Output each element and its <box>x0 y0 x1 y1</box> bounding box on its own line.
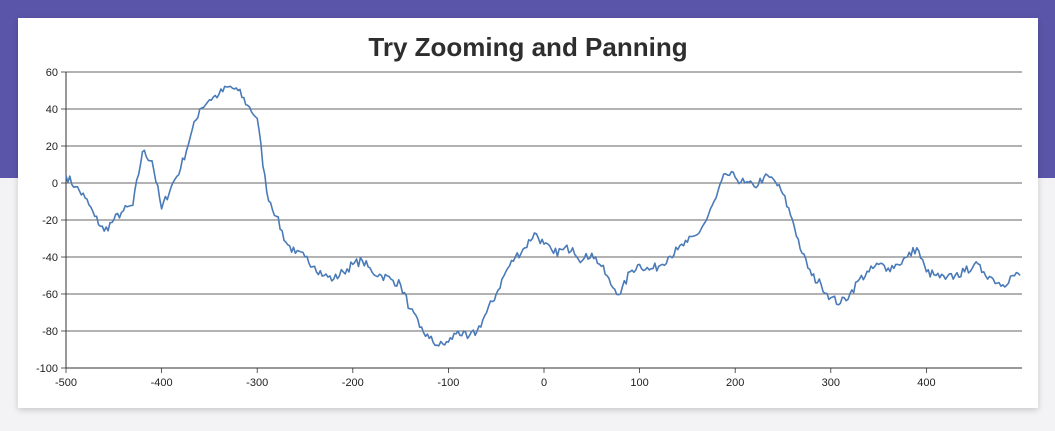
x-tick-label: -400 <box>151 377 173 389</box>
line-chart[interactable]: Try Zooming and Panning -100 -80 -60 -40 -20… <box>18 18 1038 408</box>
y-tick-label: 20 <box>46 141 58 153</box>
y-tick-label: -60 <box>42 289 58 301</box>
y-tick-label: -80 <box>42 326 58 338</box>
x-tick-label: -100 <box>437 377 459 389</box>
x-tick-label: 200 <box>726 377 744 389</box>
x-tick-label: -300 <box>246 377 268 389</box>
chart-card[interactable]: Try Zooming and Panning -100 -80 -60 -40 -20… <box>18 18 1038 408</box>
chart-title: Try Zooming and Panning <box>368 32 687 62</box>
y-tick-label: -100 <box>36 363 58 375</box>
x-tick-label: 400 <box>917 377 935 389</box>
x-tick-label: 0 <box>541 377 547 389</box>
x-tick-label: -500 <box>55 377 77 389</box>
x-tick-label: 300 <box>822 377 840 389</box>
x-tick-label: 100 <box>630 377 648 389</box>
y-tick-label: -20 <box>42 215 58 227</box>
y-tick-label: -40 <box>42 252 58 264</box>
x-tick-label: -200 <box>342 377 364 389</box>
y-tick-label: 60 <box>46 67 58 79</box>
y-tick-label: 0 <box>52 178 58 190</box>
series-line[interactable] <box>65 85 1021 347</box>
y-tick-label: 40 <box>46 104 58 116</box>
